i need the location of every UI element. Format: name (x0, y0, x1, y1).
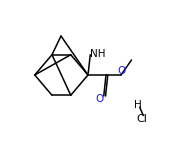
Text: H: H (134, 100, 142, 110)
Text: NH: NH (90, 49, 106, 59)
Text: O: O (95, 94, 103, 104)
Text: O: O (117, 66, 125, 75)
Text: Cl: Cl (137, 114, 147, 123)
